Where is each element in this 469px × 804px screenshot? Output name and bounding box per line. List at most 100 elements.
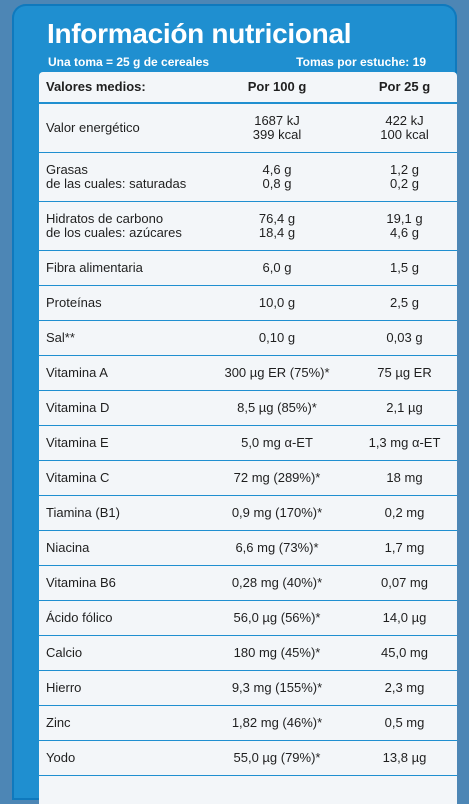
value-per-25g: 19,1 g 4,6 g <box>352 201 457 251</box>
nutrient-label-line: Vitamina E <box>46 435 109 450</box>
table-row: Vitamina A 300 µg ER (75%)* 75 µg ER <box>39 355 457 391</box>
nutrient-label: Calcio <box>39 635 202 671</box>
value-per-25g-line: 18 mg <box>386 470 423 485</box>
table-row: Fibra alimentaria 6,0 g 1,5 g <box>39 250 457 286</box>
value-per-25g: 1,5 g <box>352 250 457 286</box>
column-header-values: Valores medios: <box>39 72 202 104</box>
nutrient-label-line: Zinc <box>46 715 71 730</box>
nutrient-label-line: Niacina <box>46 540 90 555</box>
nutrition-panel: Información nutricional Una toma = 25 g … <box>12 4 457 804</box>
nutrient-label-line: Calcio <box>46 645 83 660</box>
nutrient-label: Zinc <box>39 705 202 741</box>
table-row: Tiamina (B1) 0,9 mg (170%)* 0,2 mg <box>39 495 457 531</box>
value-per-100g-line: 56,0 µg (56%)* <box>233 610 321 625</box>
nutrient-label: Fibra alimentaria <box>39 250 202 286</box>
nutrient-label: Yodo <box>39 740 202 776</box>
value-per-25g-line: 100 kcal <box>380 127 429 142</box>
value-per-100g: 55,0 µg (79%)* <box>202 740 352 776</box>
value-per-100g: 56,0 µg (56%)* <box>202 600 352 636</box>
value-per-25g-line: 1,7 mg <box>384 540 425 555</box>
value-per-100g: 0,28 mg (40%)* <box>202 565 352 601</box>
value-per-25g-line: 0,5 mg <box>384 715 425 730</box>
value-per-100g: 0,9 mg (170%)* <box>202 495 352 531</box>
nutrient-label-line: Hierro <box>46 680 82 695</box>
nutrient-label-line: Tiamina (B1) <box>46 505 120 520</box>
nutrition-table-card: Valores medios: Por 100 g Por 25 g Valor… <box>39 72 457 804</box>
table-row: Valor energético 1687 kJ 399 kcal 422 kJ 100… <box>39 103 457 153</box>
value-per-25g-line: 2,5 g <box>390 295 419 310</box>
value-per-25g: 14,0 µg <box>352 600 457 636</box>
value-per-100g-line: 0,28 mg (40%)* <box>231 575 323 590</box>
value-per-25g: 1,3 mg α-ET <box>352 425 457 461</box>
value-per-25g: 0,2 mg <box>352 495 457 531</box>
value-per-25g-line: 0,03 g <box>386 330 423 345</box>
value-per-25g: 0,07 mg <box>352 565 457 601</box>
nutrient-label-line: Fibra alimentaria <box>46 260 143 275</box>
value-per-100g: 300 µg ER (75%)* <box>202 355 352 391</box>
nutrition-rows: Valor energético 1687 kJ 399 kcal 422 kJ 100… <box>39 103 457 776</box>
nutrient-label: Hidratos de carbono de los cuales: azúcar… <box>39 201 202 251</box>
nutrient-label-line: Vitamina B6 <box>46 575 116 590</box>
value-per-100g-line: 1,82 mg (46%)* <box>231 715 323 730</box>
column-header-per-25g: Por 25 g <box>352 72 457 104</box>
nutrient-label: Hierro <box>39 670 202 706</box>
nutrient-label: Vitamina B6 <box>39 565 202 601</box>
value-per-100g: 76,4 g 18,4 g <box>202 201 352 251</box>
table-row: Vitamina C 72 mg (289%)* 18 mg <box>39 460 457 496</box>
value-per-100g-line: 72 mg (289%)* <box>233 470 321 485</box>
value-per-25g-line: 13,8 µg <box>382 750 427 765</box>
nutrient-label-line: de las cuales: saturadas <box>46 176 187 191</box>
value-per-100g: 6,0 g <box>202 250 352 286</box>
value-per-100g-line: 6,0 g <box>262 260 292 275</box>
table-row: Niacina 6,6 mg (73%)* 1,7 mg <box>39 530 457 566</box>
nutrient-label-line: Proteínas <box>46 295 102 310</box>
value-per-25g-line: 1,2 g <box>390 162 419 177</box>
value-per-100g: 0,10 g <box>202 320 352 356</box>
value-per-100g-line: 4,6 g <box>262 162 292 177</box>
value-per-25g-line: 2,3 mg <box>384 680 425 695</box>
value-per-100g: 6,6 mg (73%)* <box>202 530 352 566</box>
nutrient-label-line: Vitamina D <box>46 400 110 415</box>
panel-title: Información nutricional <box>47 18 352 49</box>
value-per-100g-line: 180 mg (45%)* <box>233 645 321 660</box>
value-per-100g-line: 6,6 mg (73%)* <box>235 540 319 555</box>
table-row: Zinc 1,82 mg (46%)* 0,5 mg <box>39 705 457 741</box>
nutrient-label: Grasas de las cuales: saturadas <box>39 152 202 202</box>
value-per-25g-line: 2,1 µg <box>386 400 423 415</box>
value-per-25g: 2,3 mg <box>352 670 457 706</box>
nutrient-label-line: Valor energético <box>46 120 140 135</box>
value-per-25g: 422 kJ 100 kcal <box>352 103 457 153</box>
value-per-25g-line: 1,3 mg α-ET <box>368 435 441 450</box>
value-per-25g: 2,1 µg <box>352 390 457 426</box>
value-per-100g: 1687 kJ 399 kcal <box>202 103 352 153</box>
nutrient-label: Vitamina D <box>39 390 202 426</box>
nutrition-table: Valores medios: Por 100 g Por 25 g Valor… <box>39 72 457 776</box>
nutrient-label: Vitamina E <box>39 425 202 461</box>
value-per-25g-line: 1,5 g <box>390 260 419 275</box>
value-per-25g: 1,7 mg <box>352 530 457 566</box>
value-per-25g-line: 0,2 mg <box>384 505 425 520</box>
value-per-100g: 5,0 mg α-ET <box>202 425 352 461</box>
value-per-25g-line: 0,07 mg <box>381 575 428 590</box>
value-per-25g: 2,5 g <box>352 285 457 321</box>
table-row: Yodo 55,0 µg (79%)* 13,8 µg <box>39 740 457 776</box>
table-row: Vitamina E 5,0 mg α-ET 1,3 mg α-ET <box>39 425 457 461</box>
value-per-25g-line: 422 kJ <box>385 113 424 128</box>
value-per-100g-line: 76,4 g <box>258 211 296 226</box>
nutrient-label: Sal** <box>39 320 202 356</box>
value-per-100g-line: 300 µg ER (75%)* <box>224 365 330 380</box>
nutrient-label-line: Sal** <box>46 330 75 345</box>
value-per-25g-line: 0,2 g <box>390 176 419 191</box>
value-per-100g-line: 55,0 µg (79%)* <box>233 750 321 765</box>
nutrient-label: Niacina <box>39 530 202 566</box>
nutrient-label-line: Grasas <box>46 162 88 177</box>
value-per-100g-line: 10,0 g <box>258 295 296 310</box>
value-per-100g-line: 0,8 g <box>262 176 292 191</box>
value-per-100g-line: 18,4 g <box>258 225 296 240</box>
value-per-25g: 1,2 g 0,2 g <box>352 152 457 202</box>
value-per-100g: 4,6 g 0,8 g <box>202 152 352 202</box>
nutrient-label-line: Yodo <box>46 750 76 765</box>
table-row: Sal** 0,10 g 0,03 g <box>39 320 457 356</box>
serving-size: Una toma = 25 g de cereales <box>48 55 210 69</box>
value-per-100g-line: 8,5 µg (85%)* <box>237 400 317 415</box>
